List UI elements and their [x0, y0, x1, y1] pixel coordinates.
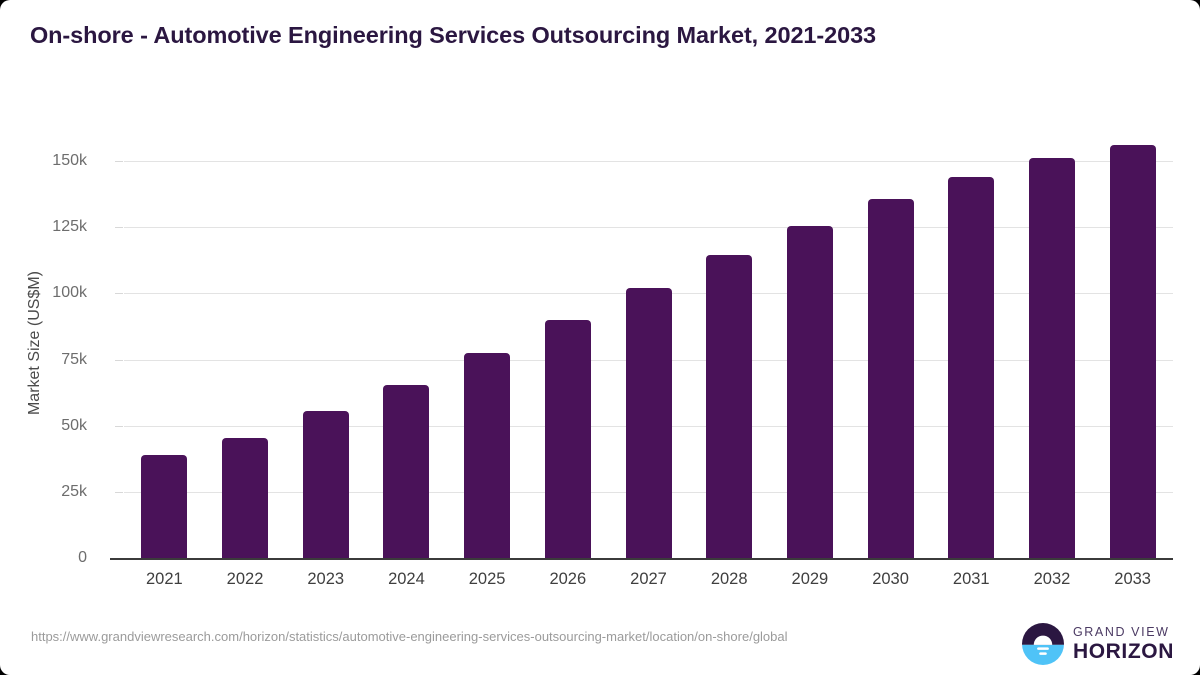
bar[interactable] [383, 384, 430, 558]
bar[interactable] [302, 411, 349, 558]
x-tick-label: 2024 [388, 570, 425, 588]
x-tick-label: 2033 [1114, 570, 1151, 588]
y-axis-tick-stub [110, 558, 124, 560]
grand-view-horizon-logo[interactable]: GRAND VIEW HORIZON [1021, 622, 1174, 666]
x-tick-label: 2032 [1033, 570, 1071, 588]
y-tick-label: 100k [52, 284, 87, 302]
y-tick-label: 0 [78, 549, 87, 566]
plot-area: 0 25k 50k 75k 100k 125k 150k 2021 2022 2023 2024 2… [52, 128, 1173, 588]
y-tick-mark [115, 425, 123, 427]
y-tick-mark [115, 161, 123, 163]
y-axis-title-container: Market Size (US$M) [26, 128, 46, 558]
logo-grand-view-text: GRAND VIEW [1072, 624, 1170, 639]
y-tick-mark [115, 293, 123, 295]
y-tick-label: 25k [61, 482, 87, 500]
x-tick-label: 2030 [872, 570, 909, 588]
y-tick-mark [115, 491, 123, 493]
x-tick-label: 2026 [549, 570, 587, 588]
y-tick-label: 125k [52, 218, 87, 236]
bar[interactable] [1028, 158, 1075, 558]
x-tick-label: 2028 [710, 570, 748, 588]
x-tick-label: 2029 [791, 570, 829, 588]
logo-horizon-text: HORIZON [1072, 640, 1174, 664]
x-tick-label: 2025 [468, 570, 506, 588]
gridline [124, 161, 1173, 163]
bar[interactable] [706, 255, 753, 558]
y-axis-title: Market Size (US$M) [26, 270, 43, 416]
x-tick-label: 2022 [226, 570, 264, 588]
gridline [124, 227, 1173, 229]
horizon-logo-icon [1021, 623, 1064, 665]
x-axis-line [124, 558, 1173, 560]
logo-wordmark: GRAND VIEW HORIZON [1073, 626, 1174, 663]
y-tick-label: 75k [61, 350, 87, 368]
y-tick-mark [115, 227, 123, 229]
bar[interactable] [786, 225, 833, 558]
y-tick-label: 150k [52, 152, 87, 170]
source-url[interactable]: https://www.grandviewresearch.com/horizo… [31, 629, 788, 644]
x-tick-label: 2027 [630, 570, 667, 588]
x-tick-label: 2023 [307, 570, 345, 588]
y-tick-mark [115, 359, 123, 361]
bar[interactable] [1109, 145, 1156, 558]
bar[interactable] [948, 176, 995, 558]
bar[interactable] [222, 437, 269, 558]
y-tick-label: 50k [61, 416, 87, 434]
bar[interactable] [544, 319, 591, 558]
x-tick-label: 2021 [145, 570, 183, 588]
bar[interactable] [464, 352, 511, 558]
bar[interactable] [625, 288, 672, 558]
bar[interactable] [867, 199, 914, 558]
x-tick-label: 2031 [952, 570, 990, 588]
bar[interactable] [141, 454, 188, 558]
page-title: On-shore - Automotive Engineering Servic… [30, 22, 877, 48]
